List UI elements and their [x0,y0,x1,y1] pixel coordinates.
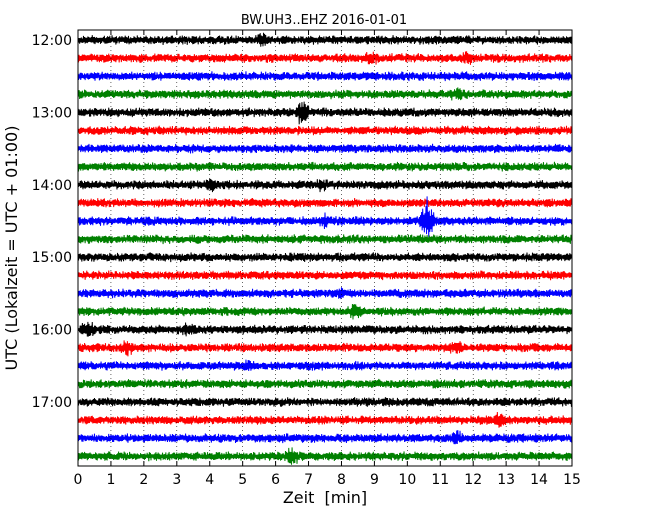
grid-group [78,30,572,466]
x-axis-label: Zeit [min] [283,488,367,507]
trace-1630 [77,359,573,371]
y-tick-label: 17:00 [32,395,72,411]
x-axis: 0 1 2 3 4 5 6 7 8 9 10 11 12 13 14 15 [74,30,581,488]
x-tick-label: 14 [530,472,548,488]
trace-1300 [77,101,573,125]
y-tick-label: 12:00 [32,33,72,49]
y-tick-label: 13:00 [32,105,72,121]
trace-1345 [77,161,573,172]
x-tick-label: 10 [398,472,416,488]
trace-1700 [77,397,573,408]
trace-1730 [77,430,573,445]
x-tick-label: 2 [139,472,148,488]
trace-1315 [77,125,573,136]
trace-1745 [77,447,573,465]
trace-1330 [77,143,573,154]
trace-1530 [77,287,573,300]
chart-title: BW.UH3..EHZ 2016-01-01 [241,13,407,28]
plot-frame [77,29,573,467]
y-tick-label: 16:00 [32,323,72,339]
trace-1400 [77,178,573,193]
trace-1500 [77,252,573,263]
y-axis: 12:00 13:00 14:00 15:00 16:00 17:00 [32,33,572,411]
y-axis-label: UTC (Lokalzeit = UTC + 01:00) [2,126,21,371]
x-tick-label: 15 [563,472,581,488]
trace-1215 [77,51,573,65]
trace-1415 [77,198,573,208]
x-tick-label: 11 [431,472,449,488]
trace-1430 [77,196,573,238]
x-tick-label: 0 [74,472,83,488]
trace-1230 [77,71,573,82]
y-tick-label: 15:00 [32,250,72,266]
x-tick-label: 6 [271,472,280,488]
trace-1715 [77,411,573,428]
trace-1515 [77,270,573,281]
x-tick-label: 8 [337,472,346,488]
x-tick-label: 13 [497,472,515,488]
trace-1615 [77,340,573,357]
traces-group [77,32,573,465]
x-tick-label: 7 [304,472,313,488]
trace-1545 [77,304,573,320]
x-tick-label: 9 [370,472,379,488]
x-tick-label: 12 [464,472,482,488]
y-tick-label: 14:00 [32,178,72,194]
trace-1200 [77,32,573,47]
trace-1645 [77,378,573,389]
trace-1600 [77,321,573,337]
x-tick-label: 5 [238,472,247,488]
x-tick-label: 3 [172,472,181,488]
trace-1445 [77,234,573,245]
x-tick-label: 1 [106,472,115,488]
trace-1245 [77,87,573,101]
x-tick-label: 4 [205,472,214,488]
